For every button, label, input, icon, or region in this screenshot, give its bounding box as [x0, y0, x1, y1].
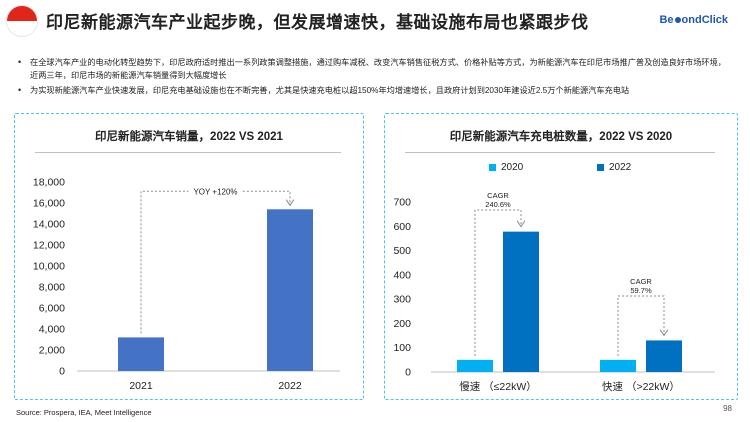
y-tick-label: 4,000: [39, 324, 65, 336]
bar-2022-1: [646, 340, 682, 372]
y-tick-label: 100: [393, 342, 411, 354]
logo-text-b: ondClick: [681, 14, 728, 26]
cagr-arrow: [617, 295, 664, 356]
x-tick-label: 2021: [129, 380, 153, 392]
bullet-list: 在全球汽车产业的电动化转型趋势下，印尼政府适时推出一系列政策调整措施，通过购车减…: [18, 56, 734, 99]
y-tick-label: 16,000: [33, 198, 65, 210]
bar-2022: [267, 209, 313, 371]
y-tick-label: 10,000: [33, 261, 65, 273]
charging-piles-panel: 印尼新能源汽车充电桩数量，2022 VS 2020 2020 2022 0 100…: [384, 113, 738, 400]
legend-swatch: [489, 164, 496, 171]
y-tick-label: 14,000: [33, 219, 65, 231]
beyondclick-logo: Be ondClick: [659, 14, 728, 26]
ev-sales-panel: 印尼新能源汽车销量，2022 VS 2021 0 2,000 4,000 6,000 8…: [14, 113, 364, 400]
bar-2022-0: [503, 231, 539, 372]
yoy-annotation: YOY +120%: [193, 187, 237, 196]
source-note: Source: Prospera, IEA, Meet Intelligence: [16, 408, 152, 417]
y-tick-label: 400: [393, 269, 411, 281]
y-tick-label: 500: [393, 245, 411, 257]
cagr-annotation-label: CAGR: [630, 277, 652, 286]
y-tick-label: 600: [393, 221, 411, 233]
page-title: 印尼新能源汽车产业起步晚，但发展增速快，基础设施布局也紧跟步伐: [46, 13, 589, 32]
y-tick-label: 0: [59, 366, 65, 378]
y-tick-label: 300: [393, 294, 411, 306]
bullet-item: 在全球汽车产业的电动化转型趋势下，印尼政府适时推出一系列政策调整措施，通过购车减…: [18, 56, 734, 82]
title-divider: [35, 152, 341, 153]
bullet-item: 为实现新能源汽车产业快速发展，印尼充电基础设施也在不断完善，尤其是快速充电桩以超…: [18, 84, 734, 97]
x-tick-label: 快速 （>22kW）: [602, 381, 680, 393]
y-tick-label: 8,000: [39, 282, 65, 294]
y-tick-label: 200: [393, 318, 411, 330]
page-number: 98: [723, 404, 732, 413]
ev-sales-chart-title: 印尼新能源汽车销量，2022 VS 2021: [95, 131, 283, 143]
y-tick-label: 2,000: [39, 345, 65, 357]
bar-2020-0: [457, 359, 493, 372]
y-tick-label: 6,000: [39, 303, 65, 315]
cagr-arrow: [474, 209, 521, 356]
bar-2021: [118, 337, 164, 371]
title-divider: [405, 152, 715, 153]
logo-mark-icon: [674, 17, 681, 24]
y-tick-label: 700: [393, 197, 411, 209]
bar-2020-1: [600, 359, 636, 372]
cagr-annotation-label: CAGR: [487, 191, 509, 200]
y-tick-label: 18,000: [33, 177, 65, 189]
x-tick-label: 慢速 （≤22kW）: [459, 381, 537, 393]
legend-swatch: [597, 164, 604, 171]
indonesia-flag-icon: [6, 5, 38, 37]
logo-text-a: Be: [659, 14, 674, 26]
legend-item-2020: 2020: [489, 162, 523, 173]
charging-piles-chart-title: 印尼新能源汽车充电桩数量，2022 VS 2020: [449, 131, 673, 143]
cagr-annotation-value: 59.7%: [630, 286, 652, 295]
y-tick-label: 0: [405, 367, 411, 379]
annotation-bg: [188, 185, 243, 198]
legend-label: 2022: [609, 162, 632, 173]
legend-item-2022: 2022: [597, 162, 631, 173]
legend-label: 2020: [501, 162, 524, 173]
y-tick-label: 12,000: [33, 240, 65, 252]
cagr-annotation-value: 240.6%: [485, 200, 511, 209]
ev-sales-chart: 0 2,000 4,000 6,000 8,000 10,000 12,000 14,000 1…: [33, 177, 340, 392]
x-tick-label: 2022: [278, 380, 302, 392]
